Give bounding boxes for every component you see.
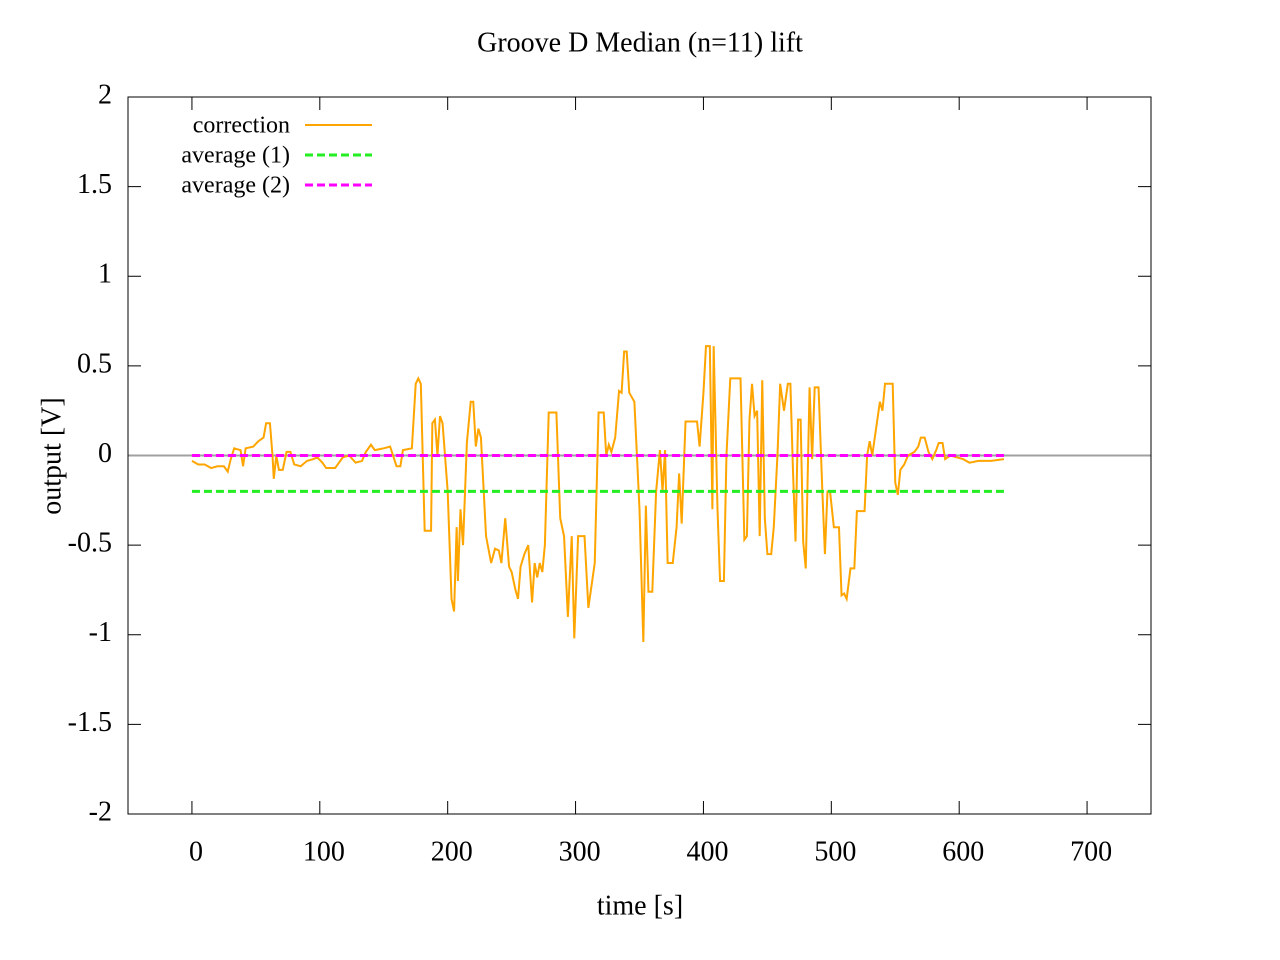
x-tick-label: 0 — [189, 836, 203, 867]
y-tick-label: -1.5 — [68, 707, 112, 738]
x-tick-label: 700 — [1070, 836, 1112, 867]
x-tick-label: 600 — [942, 836, 984, 867]
x-axis-label: time [s] — [597, 890, 683, 921]
legend-label: average (1) — [181, 143, 290, 169]
y-tick-label: 0.5 — [77, 348, 112, 379]
x-tick-label: 300 — [559, 836, 601, 867]
series-line — [191, 345, 1005, 642]
chart-title: Groove D Median (n=11) lift — [477, 27, 803, 58]
y-tick-label: 2 — [98, 79, 112, 110]
y-tick-label: -1 — [89, 617, 112, 648]
legend-label: average (2) — [181, 173, 290, 199]
legend-label: correction — [193, 113, 290, 139]
y-axis-label: output [V] — [36, 397, 67, 514]
y-tick-label: -2 — [89, 796, 112, 827]
y-tick-label: 0 — [98, 438, 112, 469]
x-tick-label: 500 — [814, 836, 856, 867]
x-tick-label: 200 — [431, 836, 473, 867]
x-tick-label: 400 — [686, 836, 728, 867]
x-tick-label: 100 — [303, 836, 345, 867]
y-tick-label: -0.5 — [68, 528, 112, 559]
plot-frame — [127, 96, 1152, 815]
y-tick-label: 1 — [98, 259, 112, 290]
y-tick-label: 1.5 — [77, 169, 112, 200]
